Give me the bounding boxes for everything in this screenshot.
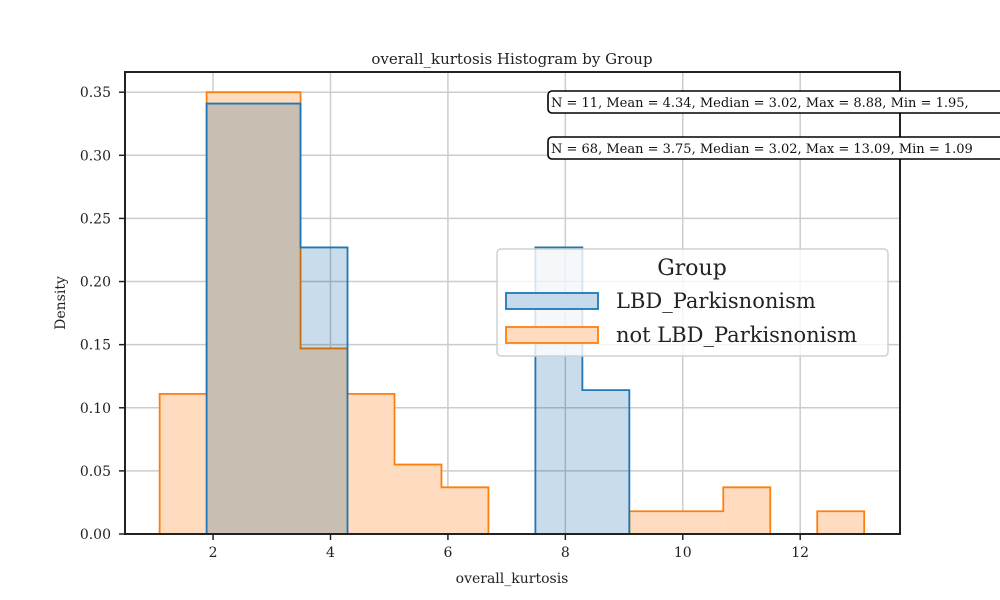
y-tick-label: 0.20 [80, 275, 111, 291]
legend-swatch [505, 326, 599, 344]
x-tick-label: 4 [326, 545, 335, 561]
y-tick-label: 0.10 [80, 401, 111, 417]
legend-label: LBD_Parkisnonism [616, 289, 816, 313]
chart-title: overall_kurtosis Histogram by Group [371, 50, 652, 68]
x-axis-title: overall_kurtosis [456, 571, 569, 587]
y-tick-label: 0.30 [80, 148, 111, 164]
x-tick-label: 12 [791, 545, 809, 561]
axis-ticks: 2 4 6 8 10 12 0.00 0.05 0.10 0.15 0.20 0.25 0.30 0.35 [80, 85, 809, 561]
histogram-bars [158, 91, 866, 535]
histogram-bar [582, 390, 630, 534]
y-tick-label: 0.15 [80, 338, 111, 354]
annotations: N = 11, Mean = 4.34, Median = 3.02, Max … [547, 90, 1000, 160]
histogram-bar [629, 511, 724, 534]
y-tick-label: 0.35 [80, 85, 111, 101]
x-tick-label: 10 [674, 545, 692, 561]
histogram-bar [159, 393, 207, 534]
annotation-text: N = 11, Mean = 4.34, Median = 3.02, Max … [551, 96, 969, 111]
histogram-bar [441, 487, 489, 534]
series-LBD_Parkisnonism [205, 102, 631, 535]
x-tick-label: 6 [443, 545, 452, 561]
legend-title: Group [657, 256, 727, 281]
x-tick-label: 8 [561, 545, 570, 561]
stats-annotation: N = 11, Mean = 4.34, Median = 3.02, Max … [547, 90, 1000, 114]
y-tick-label: 0.25 [80, 211, 111, 227]
x-tick-label: 2 [209, 545, 218, 561]
histogram-bar [206, 103, 301, 535]
annotation-box [547, 136, 1000, 160]
histogram-bar [300, 247, 348, 534]
annotation-text: N = 68, Mean = 3.75, Median = 3.02, Max … [551, 142, 973, 157]
annotation-box [547, 90, 1000, 114]
histogram-bar [817, 511, 865, 534]
histogram-bar [723, 487, 771, 534]
legend-swatch [505, 292, 599, 310]
y-tick-label: 0.00 [80, 527, 111, 543]
stats-annotation: N = 68, Mean = 3.75, Median = 3.02, Max … [547, 136, 1000, 160]
y-axis-title: Density [53, 276, 69, 330]
legend-label: not LBD_Parkisnonism [616, 323, 857, 347]
histogram-bar [394, 464, 442, 534]
plot-frame [124, 71, 901, 535]
y-tick-label: 0.05 [80, 464, 111, 480]
histogram-bar [347, 393, 395, 534]
